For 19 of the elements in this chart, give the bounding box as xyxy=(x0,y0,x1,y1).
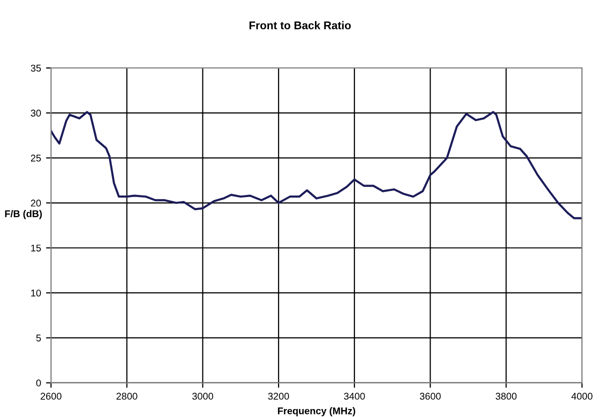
x-tick-label: 4000 xyxy=(571,392,592,400)
y-tick-label: 35 xyxy=(30,64,41,72)
y-tick-label: 0 xyxy=(36,380,41,386)
y-axis-title: F/B (dB) xyxy=(5,210,42,220)
x-tick-label: 3200 xyxy=(268,392,290,400)
x-tick-label: 3600 xyxy=(420,392,441,400)
y-tick-label: 25 xyxy=(30,154,41,162)
y-tick-label: 15 xyxy=(31,244,41,252)
x-tick-label: 3400 xyxy=(344,392,365,400)
y-tick-label: 10 xyxy=(31,290,41,296)
y-tick-label: 5 xyxy=(36,334,41,342)
x-axis-title: Frequency (MHz) xyxy=(278,407,356,416)
x-tick-label: 2600 xyxy=(40,392,62,400)
x-tick-label: 2800 xyxy=(116,392,138,400)
x-tick-label: 3800 xyxy=(496,392,517,400)
y-tick-label: 20 xyxy=(30,200,41,207)
x-tick-label: 3000 xyxy=(192,392,214,400)
chart-title: Front to Back Ratio xyxy=(250,21,351,30)
y-tick-label: 30 xyxy=(30,110,41,117)
